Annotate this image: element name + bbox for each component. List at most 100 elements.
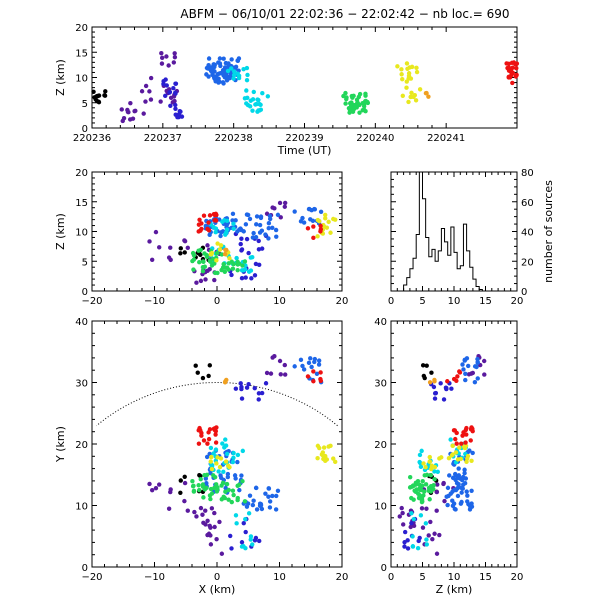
y-tick-label: 20 bbox=[374, 440, 387, 451]
source-point bbox=[426, 94, 431, 99]
source-point bbox=[233, 386, 239, 391]
source-point bbox=[514, 61, 520, 66]
histogram-line bbox=[403, 171, 483, 291]
source-point bbox=[221, 261, 226, 267]
source-point bbox=[225, 68, 231, 74]
source-point bbox=[219, 551, 225, 556]
source-point bbox=[226, 497, 231, 502]
y-tick-label: 10 bbox=[374, 502, 387, 513]
source-point bbox=[239, 473, 244, 478]
source-point bbox=[278, 372, 283, 377]
source-point bbox=[215, 455, 220, 460]
source-point bbox=[227, 256, 232, 261]
y-axis-label: Z (km) bbox=[54, 213, 67, 250]
source-point bbox=[192, 509, 197, 515]
source-point bbox=[206, 228, 212, 233]
source-point bbox=[191, 267, 196, 272]
source-point bbox=[203, 277, 208, 282]
x-tick-label: 20 bbox=[336, 296, 349, 307]
source-point bbox=[191, 257, 197, 262]
source-point bbox=[182, 238, 187, 243]
source-point bbox=[205, 66, 211, 71]
source-point bbox=[211, 211, 217, 217]
source-point bbox=[252, 273, 258, 278]
source-point bbox=[211, 451, 216, 456]
source-point bbox=[409, 64, 415, 70]
source-point bbox=[259, 506, 265, 512]
source-point bbox=[212, 261, 217, 266]
source-point bbox=[224, 227, 230, 232]
source-point bbox=[239, 540, 245, 545]
source-point bbox=[464, 459, 469, 465]
source-point bbox=[182, 474, 187, 480]
source-point bbox=[166, 506, 172, 511]
source-point bbox=[212, 76, 218, 82]
source-point bbox=[399, 505, 404, 511]
source-point bbox=[282, 362, 288, 368]
source-point bbox=[459, 490, 464, 495]
source-point bbox=[441, 397, 447, 402]
source-point bbox=[240, 479, 245, 484]
source-point bbox=[241, 520, 246, 526]
source-point bbox=[445, 502, 450, 508]
source-point bbox=[273, 227, 279, 233]
source-point bbox=[220, 441, 225, 446]
source-point bbox=[201, 520, 206, 525]
source-point bbox=[201, 213, 207, 218]
source-point bbox=[209, 466, 215, 472]
source-point bbox=[164, 54, 169, 59]
source-point bbox=[448, 437, 453, 442]
y-tick-label: 10 bbox=[75, 228, 88, 239]
chart-panels: 220236 220237 220238 220239 220240 220241 0 5 10… bbox=[54, 23, 555, 596]
source-point bbox=[246, 250, 251, 256]
source-point bbox=[259, 390, 265, 396]
source-point bbox=[424, 472, 430, 478]
source-point bbox=[191, 488, 197, 494]
source-point bbox=[402, 529, 408, 535]
source-point bbox=[224, 222, 230, 227]
source-point bbox=[426, 488, 432, 494]
source-point bbox=[263, 381, 269, 386]
source-point bbox=[256, 97, 261, 103]
source-point bbox=[267, 499, 273, 504]
source-point bbox=[161, 81, 166, 87]
source-point bbox=[446, 456, 452, 461]
source-point bbox=[432, 531, 437, 536]
source-point bbox=[143, 99, 148, 104]
source-point bbox=[341, 93, 346, 99]
source-point bbox=[424, 537, 429, 542]
source-point bbox=[326, 219, 331, 225]
source-point bbox=[459, 477, 465, 483]
source-point bbox=[197, 217, 202, 222]
source-point bbox=[324, 457, 330, 462]
source-point bbox=[456, 475, 461, 480]
source-point bbox=[260, 91, 265, 96]
source-point bbox=[312, 356, 318, 362]
x-tick-label: 10 bbox=[273, 296, 286, 307]
y-axis-label: Z (km) bbox=[54, 59, 67, 96]
source-point bbox=[216, 469, 221, 474]
source-point bbox=[311, 369, 316, 374]
source-point bbox=[212, 485, 217, 491]
source-point bbox=[208, 459, 213, 464]
source-point bbox=[217, 519, 222, 525]
source-point bbox=[397, 514, 402, 519]
source-point bbox=[198, 505, 204, 511]
source-point bbox=[399, 67, 404, 72]
source-point bbox=[274, 493, 279, 499]
x-tick-label: 0 bbox=[214, 572, 220, 583]
source-point bbox=[203, 508, 208, 513]
source-point bbox=[235, 262, 240, 267]
source-point bbox=[208, 542, 214, 547]
source-point bbox=[405, 66, 410, 71]
source-point bbox=[178, 246, 183, 251]
source-point bbox=[432, 377, 437, 383]
y-tick-label: 0 bbox=[82, 287, 88, 298]
source-point bbox=[167, 89, 173, 95]
source-point bbox=[172, 51, 177, 56]
source-point bbox=[234, 255, 239, 261]
source-point bbox=[402, 544, 407, 549]
x-tick-label: 0 bbox=[214, 296, 220, 307]
x-y-panel: −20 −10 0 10 20 0 10 20 30 40 X (km) Y (km) bbox=[54, 317, 348, 596]
